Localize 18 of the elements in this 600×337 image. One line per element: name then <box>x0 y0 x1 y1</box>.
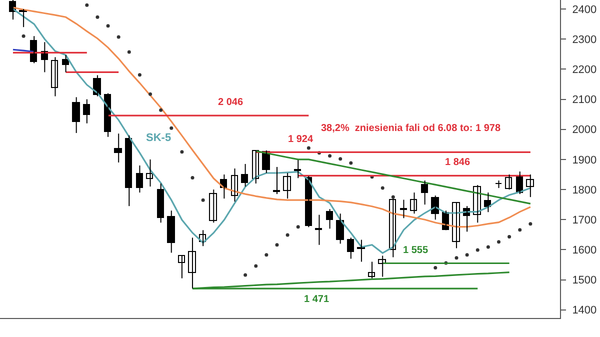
y-tick-label: 1600 <box>572 244 597 257</box>
y-tick-label: 2200 <box>572 64 597 76</box>
y-tick-label: 1800 <box>572 184 597 196</box>
y-tick-label: 2100 <box>572 94 597 106</box>
annotation: 2 046 <box>218 97 244 108</box>
y-tick-label: 1400 <box>572 304 597 317</box>
series-label: SK-5 <box>146 132 172 144</box>
y-tick-label: 1900 <box>572 154 597 166</box>
annotation: 38,2% zniesienia fali od 6.08 to: 1 978 <box>321 123 501 134</box>
y-tick-label: 2000 <box>572 124 597 136</box>
annotation: 1 846 <box>445 157 470 168</box>
y-tick-label: 1500 <box>572 274 597 287</box>
annotation: 1 924 <box>288 134 314 145</box>
y-tick-label: 2400 <box>572 4 597 16</box>
annotation: 1 471 <box>304 294 330 305</box>
annotation: 1 555 <box>403 245 428 256</box>
y-tick-label: 2300 <box>572 34 597 46</box>
y-tick-label: 1700 <box>572 214 597 226</box>
